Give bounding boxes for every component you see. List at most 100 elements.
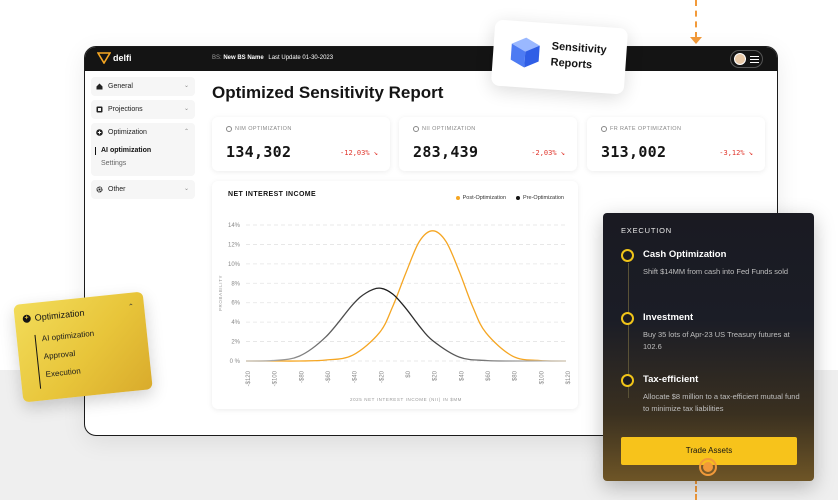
cube-icon (510, 37, 540, 68)
home-icon (96, 83, 103, 90)
user-menu[interactable] (730, 50, 763, 68)
y-tick-label: 14% (228, 223, 241, 229)
kpi-change-text: -2,03% (531, 149, 557, 157)
execution-step-title: Cash Optimization (643, 249, 727, 260)
kpi-value: 283,439 (413, 143, 479, 161)
trend-down-icon: ↘ (373, 149, 378, 157)
logo[interactable]: delfi (97, 52, 132, 64)
optimization-card-header: + Optimization (22, 308, 85, 324)
page-title: Optimized Sensitivity Report (212, 83, 444, 102)
kpi-change-text: -12,03% (340, 149, 370, 157)
kpi-change: -3,12% ↘ (719, 149, 753, 157)
x-axis-label: 2025 NET INTEREST INCOME (NII) IN $MM (350, 397, 462, 402)
execution-step-desc: Buy 35 lots of Apr-23 US Treasury future… (643, 330, 790, 351)
balance-sheet-info: BS: New BS Name Last Update 01-30-2023 (212, 55, 333, 61)
y-tick-label: 2% (231, 340, 240, 346)
info-icon (601, 126, 607, 132)
x-tick-label: $100 (539, 370, 545, 384)
x-tick-label: -$120 (246, 370, 252, 386)
chevron-up-icon: ⌃ (183, 129, 189, 135)
x-tick-label: -$40 (353, 370, 359, 383)
kpi-label: FR RATE OPTIMIZATION (601, 126, 681, 132)
x-tick-label: -$60 (326, 370, 332, 383)
optimization-card-item[interactable]: AI optimization (41, 328, 95, 344)
gear-icon (96, 186, 103, 193)
chart-title: NET INTEREST INCOME (228, 191, 317, 198)
step-ring-icon (621, 374, 634, 387)
kpi-card-nim[interactable]: NIM OPTIMIZATION 134,302 -12,03% ↘ (212, 117, 390, 171)
step-ring-icon (621, 249, 634, 262)
projections-icon (96, 106, 103, 113)
kpi-card-fr-rate[interactable]: FR RATE OPTIMIZATION 313,002 -3,12% ↘ (587, 117, 765, 171)
kpi-value: 313,002 (601, 143, 667, 161)
optimization-card-item[interactable]: Execution (45, 366, 82, 380)
optimization-card[interactable]: + Optimization ⌃ AI optimization Approva… (13, 291, 153, 403)
sidebar-item-label: General (108, 83, 133, 90)
sidebar-item-projections[interactable]: Projections ⌄ (91, 100, 195, 119)
bs-prefix: BS: (212, 55, 222, 61)
kpi-change-text: -3,12% (719, 149, 745, 157)
chart-legend: Post-Optimization Pre-Optimization (455, 195, 564, 201)
series-pre-optimization-line (245, 287, 566, 362)
optimization-card-list: AI optimization Approval Execution (34, 328, 100, 389)
legend-label: Pre-Optimization (523, 195, 564, 201)
trend-down-icon: ↘ (748, 149, 753, 157)
y-axis-label: PROBABILITY (218, 275, 223, 311)
x-tick-label: -$100 (273, 370, 279, 386)
x-tick-label: $60 (486, 370, 492, 381)
sidebar-item-general[interactable]: General ⌄ (91, 77, 195, 96)
sidebar-item-other[interactable]: Other ⌄ (91, 180, 195, 199)
chevron-down-icon: ⌄ (183, 83, 189, 89)
y-tick-label: 12% (228, 242, 241, 248)
execution-timeline (628, 263, 629, 398)
series-post-optimization-line (246, 230, 567, 362)
sidebar-item-optimization[interactable]: Optimization ⌃ (91, 123, 195, 142)
legend-item-pre[interactable]: Pre-Optimization (516, 195, 564, 201)
guide-dashed-line (695, 0, 697, 38)
sidebar-subitem-settings[interactable]: Settings (101, 160, 127, 167)
info-icon (226, 126, 232, 132)
y-tick-label: 4% (231, 320, 240, 326)
y-tick-label: 10% (228, 262, 241, 268)
avatar[interactable] (734, 53, 746, 65)
sidebar-item-label: Other (108, 186, 126, 193)
sensitivity-reports-title: Sensitivity Reports (550, 38, 607, 74)
sensitivity-reports-card[interactable]: Sensitivity Reports (490, 19, 629, 95)
sidebar-item-label: Optimization (108, 129, 147, 136)
logo-mark-icon (97, 52, 111, 64)
trend-down-icon: ↘ (560, 149, 565, 157)
chevron-down-icon: ⌄ (183, 186, 189, 192)
execution-step-desc: Shift $14MM from cash into Fed Funds sol… (643, 267, 789, 276)
sidebar: General ⌄ Projections ⌄ Optimization ⌃ A… (91, 77, 195, 203)
chart-card: NET INTEREST INCOME Post-Optimization Pr… (212, 181, 578, 409)
optimization-card-item[interactable]: Approval (43, 348, 76, 362)
kpi-label-text: FR RATE OPTIMIZATION (610, 126, 682, 132)
logo-text: delfi (113, 53, 132, 63)
nii-chart: 0 % 2% 4% 6% 8% 10% 12% 14% -$120 -$100 -$80 -$60 -$… (218, 223, 572, 402)
legend-item-post[interactable]: Post-Optimization (455, 195, 507, 201)
sidebar-subitem-ai-optimization[interactable]: AI optimization (91, 144, 195, 157)
kpi-card-nii[interactable]: NII OPTIMIZATION 283,439 -2,03% ↘ (399, 117, 577, 171)
x-tick-label: $20 (433, 370, 439, 381)
kpi-label-text: NIM OPTIMIZATION (235, 126, 292, 132)
execution-title: EXECUTION (621, 226, 672, 235)
x-tick-label: $80 (513, 370, 519, 381)
legend-label: Post-Optimization (462, 195, 507, 201)
hamburger-menu-icon[interactable] (750, 55, 759, 63)
y-tick-label: 6% (231, 301, 240, 307)
bs-name[interactable]: New BS Name (223, 55, 264, 61)
plus-circle-icon (96, 129, 103, 136)
kpi-change: -2,03% ↘ (531, 149, 565, 157)
x-tick-label: -$20 (379, 370, 385, 383)
plus-circle-icon: + (22, 314, 32, 324)
execution-step-title: Tax-efficient (643, 374, 699, 385)
chevron-down-icon: ⌄ (183, 106, 189, 112)
top-bar: delfi BS: New BS Name Last Update 01-30-… (85, 47, 777, 71)
sidebar-group-optimization: Optimization ⌃ AI optimization Settings (91, 123, 195, 176)
x-tick-label: $120 (566, 370, 572, 384)
guide-arrow-icon (690, 37, 702, 44)
step-ring-icon (621, 312, 634, 325)
target-dot-icon (703, 462, 713, 472)
sidebar-item-label: Projections (108, 106, 143, 113)
execution-step-desc: Allocate $8 million to a tax-efficient m… (643, 392, 800, 413)
